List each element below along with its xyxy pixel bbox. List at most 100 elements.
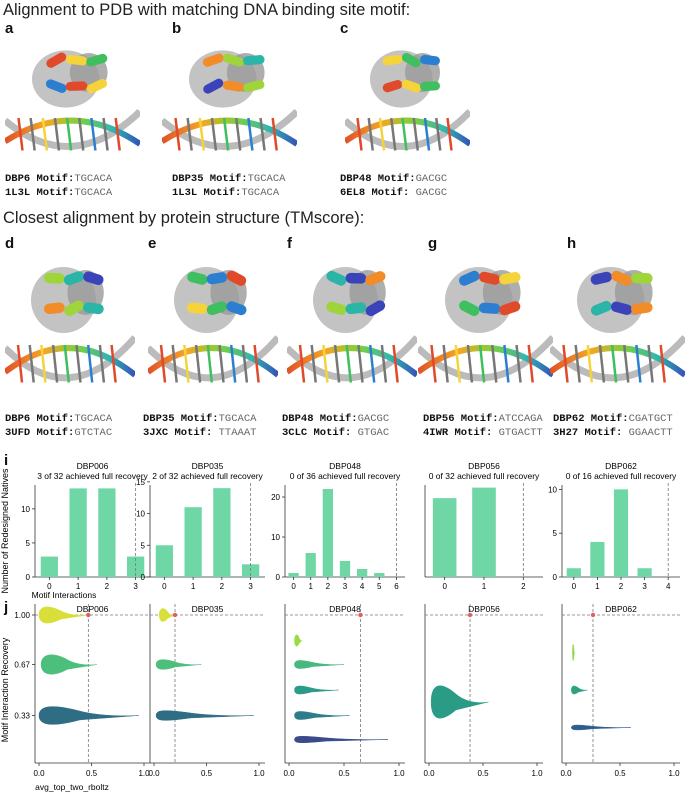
- i-xtick-label: 2: [619, 582, 624, 591]
- motif-row: DBP48 Motif:GACGC: [340, 172, 447, 186]
- i-ytick-label: 0: [276, 573, 281, 582]
- structure-image-c: [345, 50, 470, 151]
- structure-image-a: [5, 50, 140, 151]
- motif-name: 3CLC Motif:: [282, 427, 352, 439]
- i-ytick-label: 15: [136, 478, 145, 487]
- motif-name: 3H27 Motif:: [553, 427, 623, 439]
- i-bar: [98, 488, 116, 577]
- j-violin: [294, 660, 345, 669]
- j-xtick-label: 1.0: [668, 769, 680, 778]
- motif-row: 6EL8 Motif: GACGC: [340, 186, 447, 200]
- i-bar: [472, 487, 496, 577]
- motif-name: DBP56 Motif:: [423, 413, 499, 425]
- i-xtick-label: 1: [482, 582, 487, 591]
- j-subplot-title: DBP048: [329, 604, 361, 614]
- motif-row: 3H27 Motif: GGAACTT: [553, 426, 673, 440]
- motif-row: DBP56 Motif:ATCCAGA: [423, 412, 543, 426]
- j-xlabel: avg_top_two_rboltz: [35, 782, 109, 792]
- j-subplot-title: DBP006: [77, 604, 109, 614]
- i-subplot-title: DBP056: [468, 461, 500, 471]
- motif-name: 1L3L Motif:: [172, 187, 242, 199]
- motif-row: 1L3L Motif:TGCACA: [172, 186, 279, 200]
- motif-row: DBP6 Motif:TGCACA: [5, 412, 112, 426]
- panel-label-e: e: [148, 235, 157, 252]
- i-ytick-label: 10: [271, 533, 280, 542]
- i-xtick-label: 0: [47, 582, 52, 591]
- i-bar: [432, 498, 457, 577]
- i-xtick-label: 4: [360, 582, 365, 591]
- i-ytick-label: 10: [21, 505, 30, 514]
- i-xtick-label: 0: [442, 582, 447, 591]
- motif-name: DBP62 Motif:: [553, 413, 629, 425]
- j-violin: [294, 634, 303, 647]
- i-ytick-label: 5: [141, 541, 146, 550]
- motif-row: DBP48 Motif:GACGC: [282, 412, 389, 426]
- motif-name: 1L3L Motif:: [5, 187, 75, 199]
- i-xtick-label: 2: [220, 582, 225, 591]
- motif-sequence: GTGACTT: [492, 427, 543, 439]
- i-bar: [69, 488, 87, 577]
- j-violin: [155, 710, 254, 721]
- j-subplot-title: DBP035: [192, 604, 224, 614]
- i-ytick-label: 0: [26, 573, 31, 582]
- j-xtick-label: 1.0: [393, 769, 405, 778]
- j-native-dot: [358, 612, 363, 618]
- j-xtick-label: 0.5: [477, 769, 489, 778]
- j-native-dot: [467, 612, 473, 618]
- panel-label-a: a: [5, 20, 14, 37]
- j-violin: [294, 711, 350, 720]
- motif-name: 3UFD Motif:: [5, 427, 75, 439]
- mid-section-title: Closest alignment by protein structure (…: [3, 209, 365, 227]
- j-ylabel: Motif Interaction Recovery: [0, 637, 10, 742]
- i-ytick-label: 5: [553, 529, 558, 538]
- i-xtick-label: 3: [133, 582, 138, 591]
- j-xtick-label: 0.5: [86, 769, 98, 778]
- i-bar: [590, 541, 605, 577]
- structure-image-f: [287, 267, 417, 383]
- j-xtick-label: 1.0: [253, 769, 265, 778]
- structure-image-b: [162, 50, 297, 151]
- i-ytick-label: 0: [141, 573, 146, 582]
- j-violin: [294, 685, 339, 695]
- motif-row: 1L3L Motif:TGCACA: [5, 186, 112, 200]
- structure-image-e: [148, 267, 278, 383]
- i-bar: [305, 553, 316, 577]
- motif-name: DBP6 Motif:: [5, 413, 75, 425]
- motif-row: DBP6 Motif:TGCACA: [5, 172, 112, 186]
- motif-sequence: TGCACA: [218, 413, 257, 425]
- i-bar: [357, 569, 368, 577]
- i-ytick-label: 10: [136, 510, 145, 519]
- i-xtick-label: 1: [308, 582, 313, 591]
- j-xtick-label: 1.0: [138, 769, 150, 778]
- i-xtick-label: 4: [666, 582, 671, 591]
- i-xlabel: Motif Interactions: [32, 590, 97, 600]
- i-bar: [374, 573, 385, 577]
- panel-label-h: h: [567, 235, 577, 252]
- structure-image-h: [550, 267, 685, 383]
- j-xtick-label: 0.0: [283, 769, 295, 778]
- i-subplot-subtitle: 0 of 32 achieved full recovery: [429, 471, 540, 481]
- motif-row: DBP35 Motif:TGCACA: [143, 412, 256, 426]
- motif-row: DBP62 Motif:CGATGCT: [553, 412, 673, 426]
- i-xtick-label: 5: [377, 582, 382, 591]
- top-section-title: Alignment to PDB with matching DNA bindi…: [3, 1, 411, 19]
- i-xtick-label: 2: [521, 582, 526, 591]
- panel-label-g: g: [428, 235, 438, 252]
- structure-image-d: [5, 267, 135, 383]
- i-bar: [213, 488, 231, 577]
- panel-label-b: b: [172, 20, 182, 37]
- i-ytick-label: 20: [271, 493, 280, 502]
- motif-row: 3CLC Motif: GTGAC: [282, 426, 389, 440]
- i-xtick-label: 1: [76, 582, 81, 591]
- motif-sequence: ATCCAGA: [498, 413, 543, 425]
- j-xtick-label: 0.5: [614, 769, 626, 778]
- motif-sequence: GACGC: [409, 187, 448, 199]
- motif-row: 3UFD Motif:GTCTAC: [5, 426, 112, 440]
- j-xtick-label: 1.0: [531, 769, 543, 778]
- i-subplot-subtitle: 2 of 32 achieved full recovery: [152, 471, 263, 481]
- j-violin: [430, 685, 489, 719]
- i-bar: [339, 561, 351, 577]
- i-xtick-label: 3: [642, 582, 647, 591]
- motif-sequence: GGAACTT: [622, 427, 673, 439]
